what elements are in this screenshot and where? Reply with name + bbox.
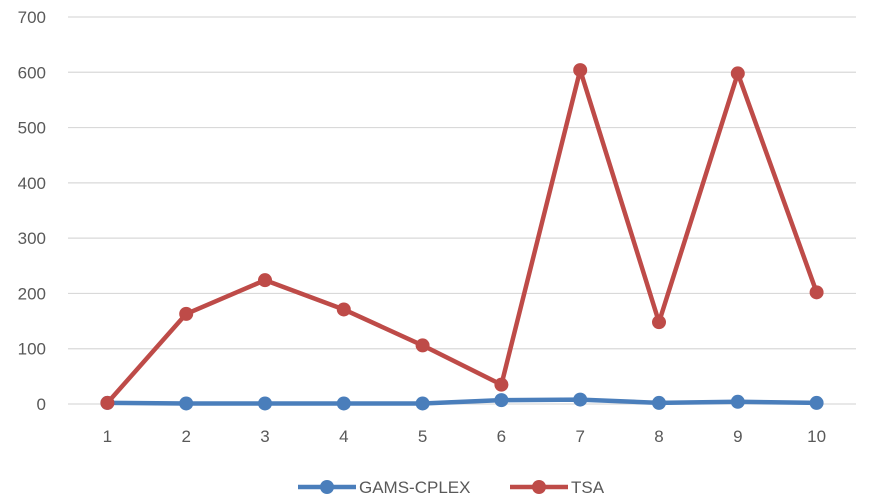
legend-marker-icon: [532, 480, 546, 494]
y-tick-label: 0: [37, 395, 46, 414]
y-tick-label: 400: [18, 174, 46, 193]
data-point: [336, 396, 351, 411]
data-point: [100, 395, 115, 410]
y-tick-label: 100: [18, 340, 46, 359]
data-point: [258, 273, 272, 288]
data-point: [179, 396, 194, 411]
series-gams-cplex: [100, 392, 824, 411]
legend-item: TSA: [510, 478, 605, 497]
legend: GAMS-CPLEX TSA: [298, 478, 605, 497]
x-tick-label: 2: [181, 427, 190, 446]
y-tick-label: 500: [18, 119, 46, 138]
data-point: [652, 315, 666, 330]
y-tick-label: 200: [18, 284, 46, 303]
x-tick-label: 7: [575, 427, 584, 446]
data-point: [730, 394, 745, 409]
x-tick-label: 10: [807, 427, 826, 446]
data-point: [573, 392, 588, 407]
y-axis-tick-labels: 0 100 200 300 400 500 600 700: [18, 8, 46, 414]
y-tick-label: 600: [18, 63, 46, 82]
data-point: [336, 302, 351, 317]
legend-marker-icon: [320, 480, 334, 494]
series-line: [105, 397, 819, 406]
x-tick-label: 4: [339, 427, 348, 446]
data-point: [258, 396, 272, 411]
gridlines: [68, 16, 856, 405]
data-point: [809, 395, 824, 410]
x-tick-label: 9: [733, 427, 742, 446]
data-point: [179, 306, 194, 321]
y-tick-label: 300: [18, 229, 46, 248]
x-tick-label: 8: [654, 427, 663, 446]
legend-label: GAMS-CPLEX: [359, 478, 470, 497]
legend-item: GAMS-CPLEX: [298, 478, 470, 497]
data-point: [415, 338, 430, 353]
x-tick-label: 1: [103, 427, 112, 446]
legend-label: TSA: [571, 478, 605, 497]
series-line: [105, 67, 819, 406]
data-point: [494, 393, 509, 408]
x-axis-tick-labels: 1 2 3 4 5 6 7 8 9 10: [103, 427, 826, 446]
x-tick-label: 5: [418, 427, 427, 446]
x-tick-label: 3: [260, 427, 269, 446]
data-point: [730, 66, 745, 81]
series-layer: [100, 63, 824, 411]
data-point: [809, 285, 824, 300]
series-tsa: [100, 63, 824, 410]
data-point: [652, 395, 666, 410]
data-point: [415, 396, 430, 411]
y-tick-label: 700: [18, 8, 46, 27]
data-point: [573, 63, 588, 78]
data-point: [494, 377, 509, 392]
x-tick-label: 6: [497, 427, 506, 446]
